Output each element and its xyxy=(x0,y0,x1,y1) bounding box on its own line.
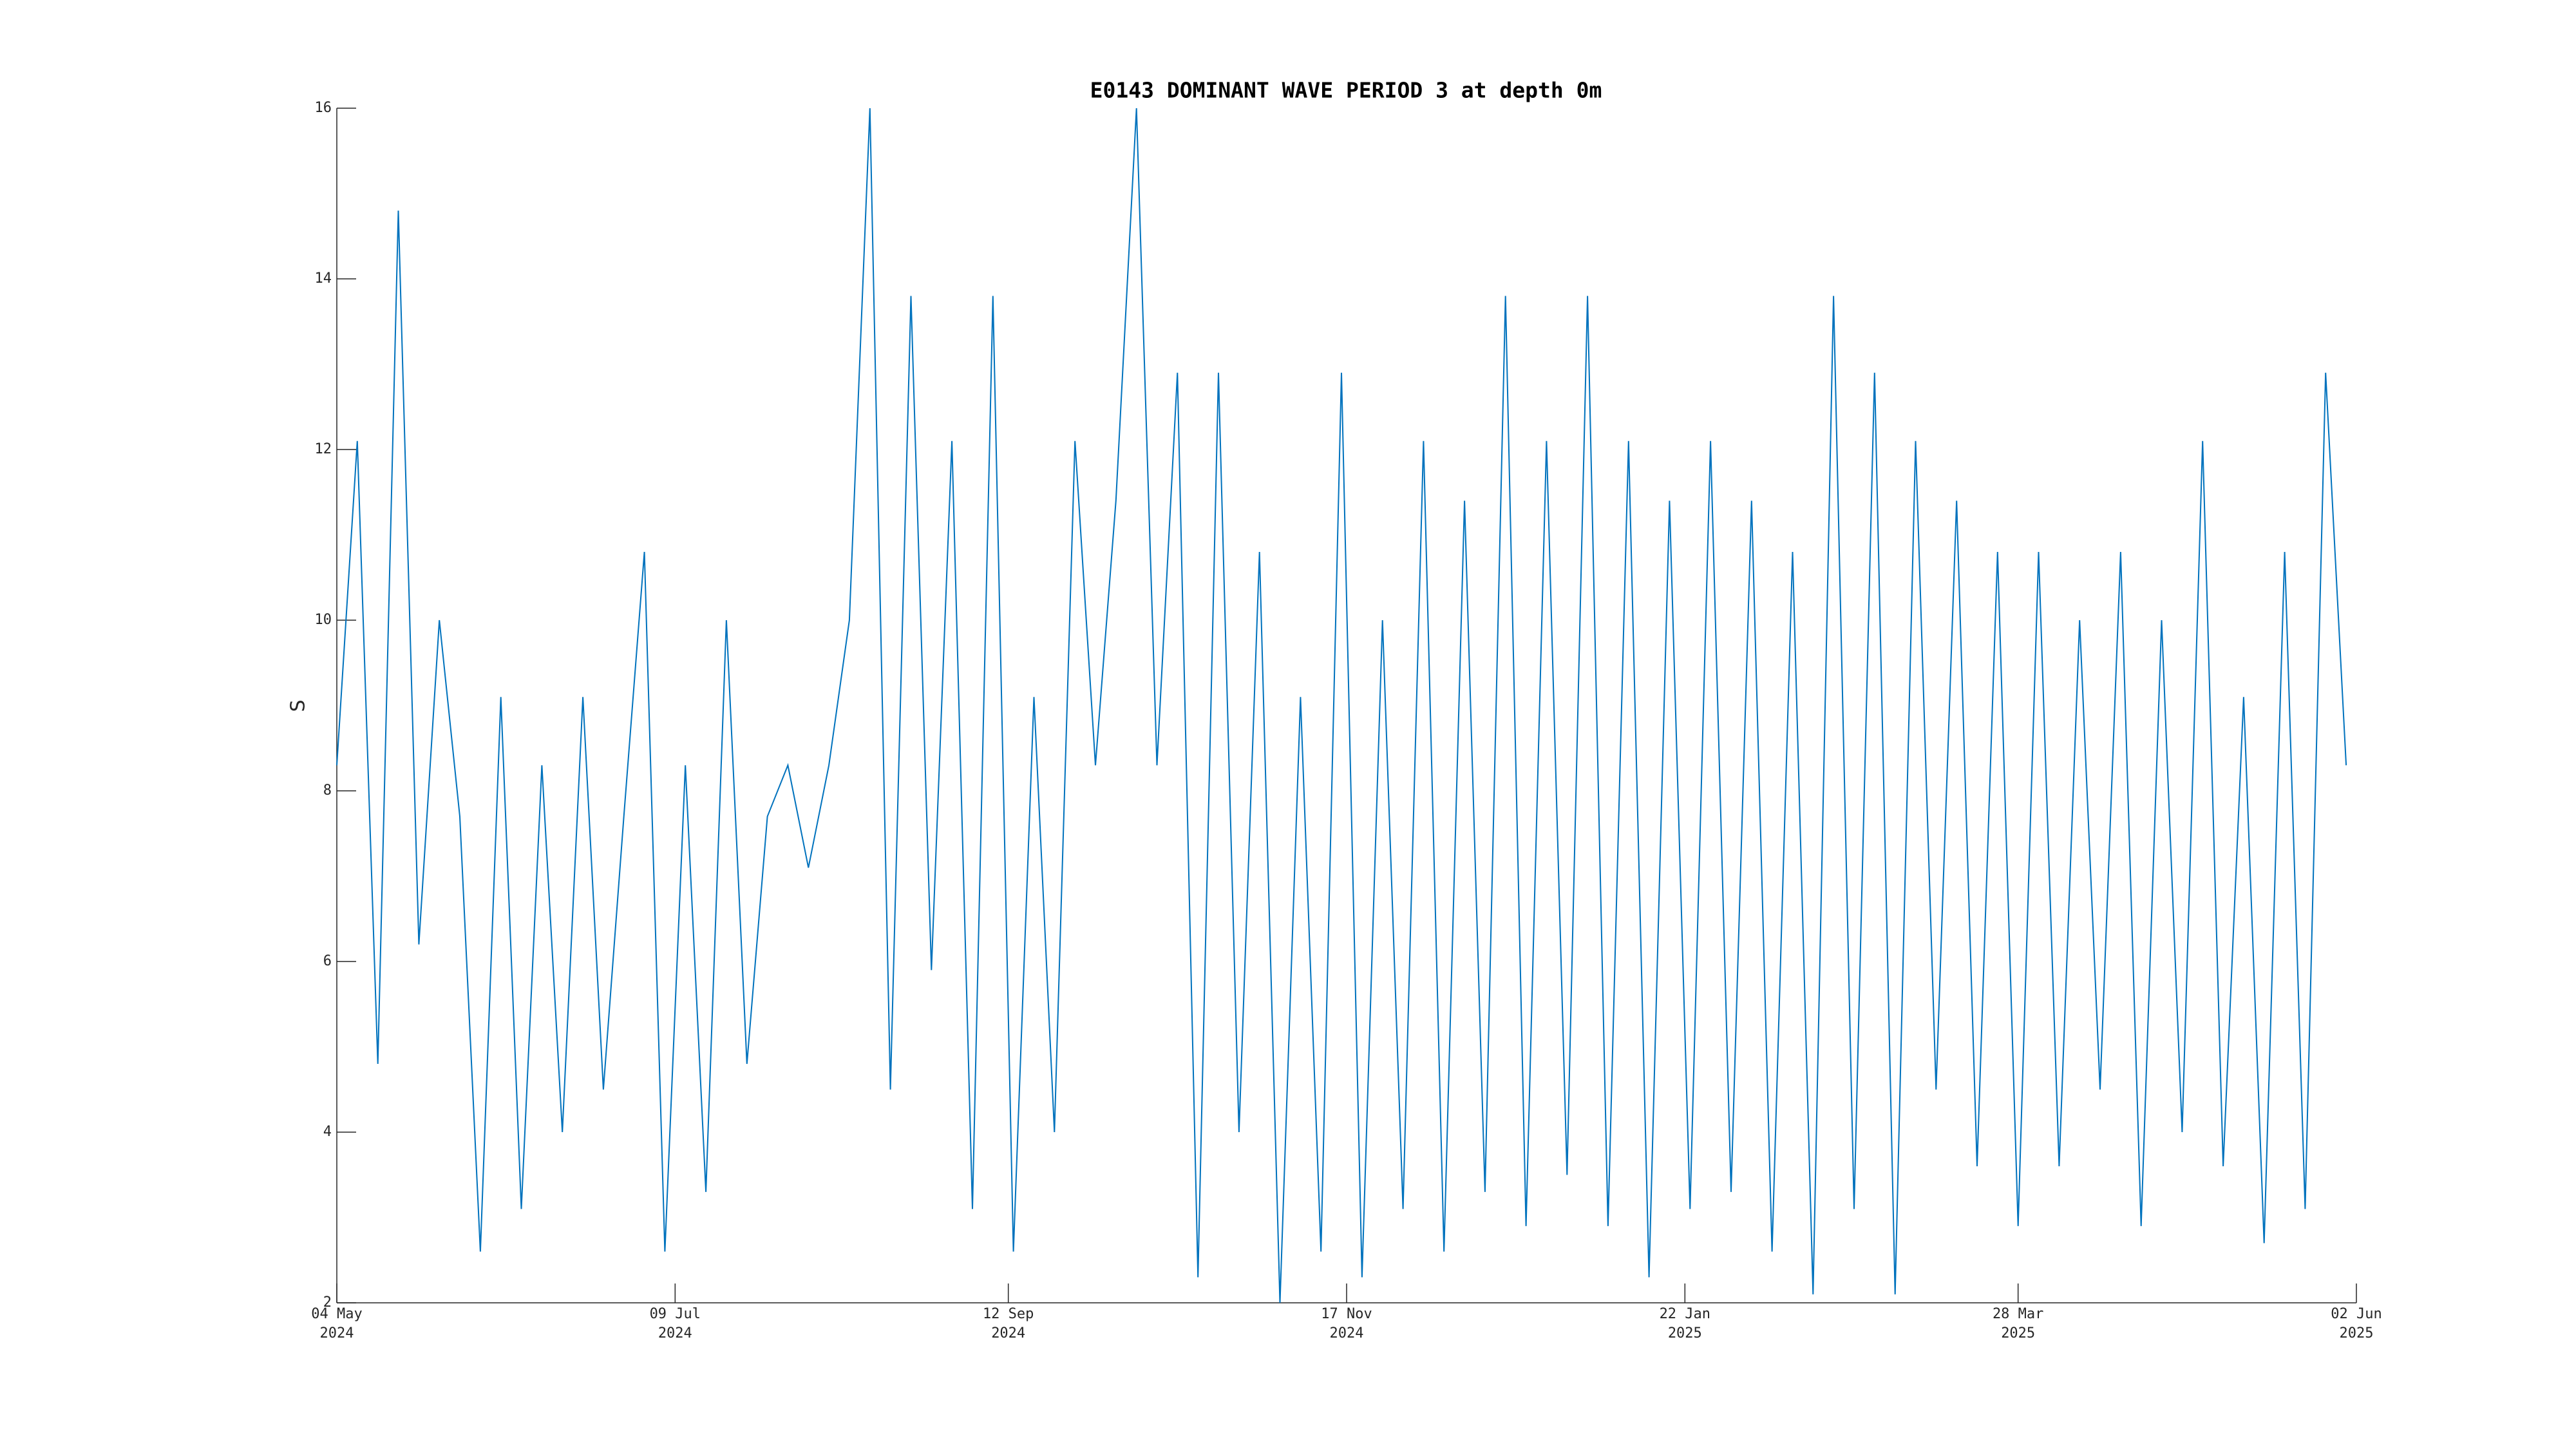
y-tick-label: 14 xyxy=(315,270,332,287)
y-axis-label: S xyxy=(287,699,310,712)
x-tick-label: 09 Jul 2024 xyxy=(650,1306,701,1341)
y-tick-label: 6 xyxy=(323,953,332,969)
y-tick-label: 8 xyxy=(323,782,332,799)
data-line xyxy=(336,108,2347,1303)
x-tick-label: 12 Sep 2024 xyxy=(983,1306,1034,1341)
x-tick-label: 28 Mar 2025 xyxy=(1993,1306,2043,1341)
y-tick-label: 4 xyxy=(323,1124,332,1140)
x-tick-label: 17 Nov 2024 xyxy=(1321,1306,1372,1341)
x-tick-label: 02 Jun 2025 xyxy=(2331,1306,2382,1341)
y-tick-label: 2 xyxy=(323,1294,332,1311)
y-tick-label: 16 xyxy=(315,100,332,116)
x-tick-label: 04 May 2024 xyxy=(311,1306,362,1341)
x-tick-label: 22 Jan 2025 xyxy=(1660,1306,1710,1341)
chart-title: E0143 DOMINANT WAVE PERIOD 3 at depth 0m xyxy=(1090,78,1602,103)
y-tick-label: 12 xyxy=(315,441,332,457)
y-tick-label: 10 xyxy=(315,612,332,628)
